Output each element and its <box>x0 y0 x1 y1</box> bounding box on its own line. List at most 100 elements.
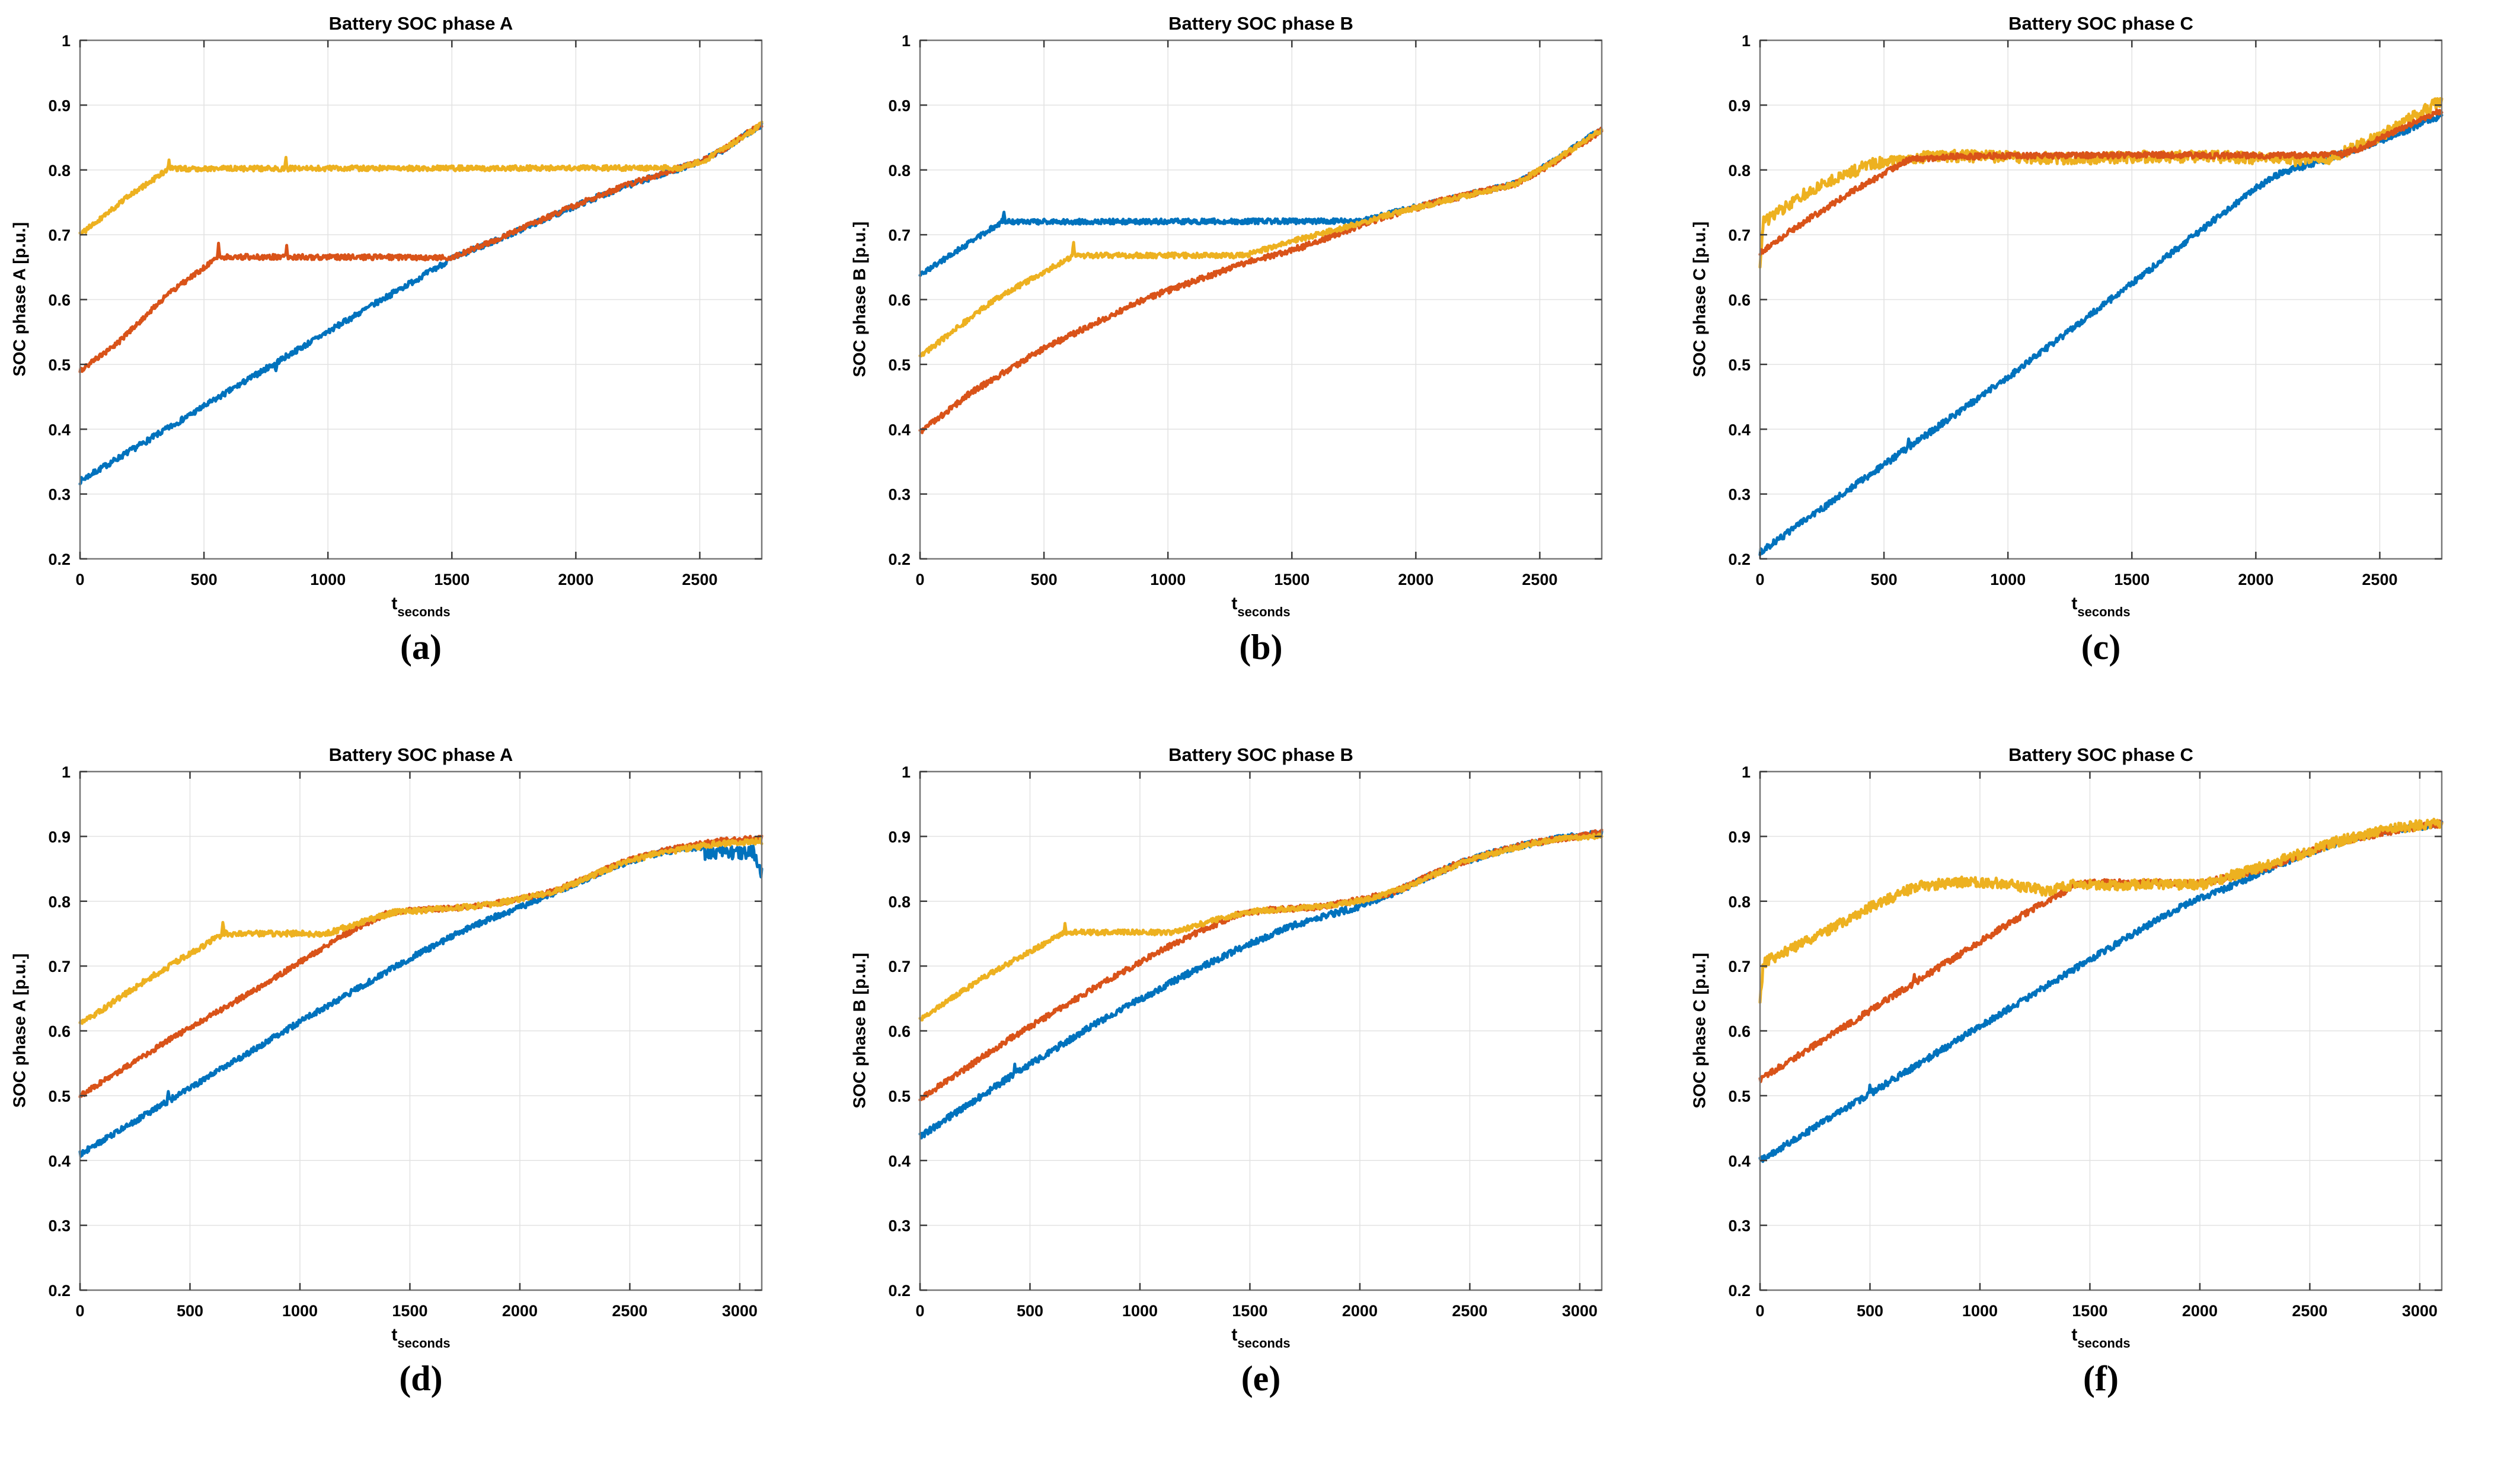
x-tick-label: 0 <box>915 571 924 588</box>
y-tick-label: 0.3 <box>888 1217 911 1235</box>
y-tick-label: 0.9 <box>1728 828 1751 846</box>
x-axis-label-base: t <box>1231 1325 1238 1345</box>
x-tick-label: 2500 <box>612 1302 647 1320</box>
x-tick-label: 1000 <box>282 1302 318 1320</box>
y-tick-label: 1 <box>902 763 911 781</box>
series-line-battery-2 <box>78 123 764 373</box>
x-tick-label: 1000 <box>1122 1302 1158 1320</box>
y-tick-label: 0.8 <box>1728 893 1751 911</box>
x-axis-label-base: t <box>2071 594 2078 613</box>
series-line-battery-3 <box>78 120 764 236</box>
x-tick-label: 1500 <box>392 1302 427 1320</box>
x-tick-label: 2000 <box>558 571 593 588</box>
x-axis-label-subscript: seconds <box>2077 1336 2131 1351</box>
x-tick-label: 0 <box>1755 571 1764 588</box>
chart-panel-f: 0 500 1000 1500 2000 2500 3000 0.2 0.3 0.4 0.5 0.6 0… <box>1680 731 2520 1462</box>
series-line-battery-2 <box>1758 108 2444 256</box>
plot-area-b: 0 500 1000 1500 2000 2500 0.2 0.3 0.4 0.5 0.6 0.7 0.… <box>888 32 1604 588</box>
x-tick-label: 1000 <box>1990 571 2026 588</box>
y-tick-label: 0.6 <box>48 1023 71 1041</box>
x-tick-label: 1500 <box>2072 1302 2107 1320</box>
y-tick-label: 1 <box>1742 32 1751 50</box>
panel-caption: (f) <box>2083 1359 2119 1398</box>
y-tick-label: 0.8 <box>1728 162 1751 180</box>
y-tick-label: 0.6 <box>888 292 911 309</box>
y-tick-label: 0.8 <box>888 162 911 180</box>
x-axis-label: tseconds <box>1760 1325 2442 1351</box>
x-tick-label: 2500 <box>2292 1302 2327 1320</box>
x-tick-label: 2500 <box>2362 571 2397 588</box>
y-tick-label: 0.6 <box>1728 292 1751 309</box>
y-tick-label: 0.6 <box>48 292 71 309</box>
y-tick-label: 0.5 <box>48 356 71 374</box>
plot-area-c: 0 500 1000 1500 2000 2500 0.2 0.3 0.4 0.5 0.6 0.7 0.… <box>1728 32 2444 588</box>
x-axis-label-subscript: seconds <box>2077 604 2131 619</box>
x-axis-label-subscript: seconds <box>397 604 451 619</box>
x-tick-label: 2000 <box>1342 1302 1378 1320</box>
y-tick-label: 0.5 <box>888 356 911 374</box>
y-tick-label: 0.8 <box>48 893 71 911</box>
y-tick-label: 0.6 <box>888 1023 911 1041</box>
y-tick-label: 0.3 <box>1728 1217 1751 1235</box>
y-tick-label: 0.2 <box>1728 551 1751 568</box>
x-tick-label: 500 <box>191 571 218 588</box>
chart-title: Battery SOC phase C <box>2008 744 2193 765</box>
x-tick-label: 1500 <box>1274 571 1309 588</box>
x-axis-label-subscript: seconds <box>1237 1336 1291 1351</box>
y-tick-label: 0.7 <box>888 958 911 975</box>
x-tick-label: 1000 <box>1150 571 1186 588</box>
series-line-battery-3 <box>918 128 1604 357</box>
y-tick-label: 0.5 <box>888 1087 911 1105</box>
y-tick-label: 0.9 <box>1728 97 1751 114</box>
x-tick-label: 1000 <box>1962 1302 1998 1320</box>
panel-caption: (e) <box>1241 1359 1281 1398</box>
y-tick-label: 0.3 <box>48 486 71 504</box>
y-tick-label: 0.7 <box>888 226 911 244</box>
y-axis-label: SOC phase A [p.u.] <box>10 953 30 1108</box>
y-tick-label: 0.4 <box>1728 421 1751 439</box>
x-axis-label: tseconds <box>1760 594 2442 619</box>
x-tick-label: 500 <box>1871 571 1898 588</box>
x-tick-label: 2500 <box>1522 571 1557 588</box>
y-tick-label: 0.4 <box>1728 1152 1751 1170</box>
chart-title: Battery SOC phase A <box>328 13 513 34</box>
y-tick-label: 0.3 <box>1728 486 1751 504</box>
y-tick-label: 0.2 <box>888 551 911 568</box>
x-tick-label: 500 <box>1031 571 1058 588</box>
y-tick-label: 0.3 <box>48 1217 71 1235</box>
panel-caption: (a) <box>400 628 442 667</box>
y-tick-label: 0.7 <box>48 226 71 244</box>
y-tick-label: 0.7 <box>1728 226 1751 244</box>
x-tick-label: 2000 <box>2238 571 2273 588</box>
x-tick-label: 2000 <box>2182 1302 2218 1320</box>
chart-title: Battery SOC phase B <box>1168 744 1353 765</box>
chart-title: Battery SOC phase B <box>1168 13 1353 34</box>
chart-panel-b: 0 500 1000 1500 2000 2500 0.2 0.3 0.4 0.5 0.6 0.7 0.… <box>840 0 1680 731</box>
panel-caption: (c) <box>2081 628 2121 667</box>
y-tick-label: 0.6 <box>1728 1023 1751 1041</box>
y-tick-label: 0.9 <box>888 97 911 114</box>
x-axis-label: tseconds <box>80 1325 762 1351</box>
x-tick-label: 0 <box>75 571 84 588</box>
x-tick-label: 0 <box>1755 1302 1764 1320</box>
x-axis-label-base: t <box>391 594 398 613</box>
x-tick-label: 500 <box>177 1302 203 1320</box>
y-tick-label: 0.9 <box>48 828 71 846</box>
y-tick-label: 1 <box>62 32 71 50</box>
chart-title: Battery SOC phase C <box>2008 13 2193 34</box>
y-tick-label: 0.5 <box>1728 356 1751 374</box>
y-tick-label: 1 <box>62 763 71 781</box>
panel-caption: (d) <box>399 1359 443 1398</box>
y-axis-label: SOC phase B [p.u.] <box>850 952 870 1109</box>
x-axis-label: tseconds <box>920 1325 1602 1351</box>
y-tick-label: 0.4 <box>888 421 911 439</box>
x-tick-label: 500 <box>1857 1302 1883 1320</box>
x-axis-label: tseconds <box>920 594 1602 619</box>
y-tick-label: 0.3 <box>888 486 911 504</box>
x-axis-label-subscript: seconds <box>1237 604 1291 619</box>
y-tick-label: 1 <box>902 32 911 50</box>
x-axis-label: tseconds <box>80 594 762 619</box>
y-tick-label: 0.9 <box>888 828 911 846</box>
chart-title: Battery SOC phase A <box>328 744 513 765</box>
